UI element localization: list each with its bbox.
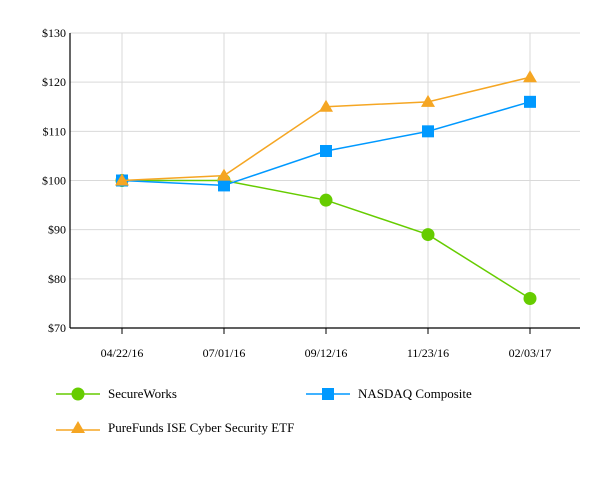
- legend-item-secureworks: SecureWorks: [56, 386, 177, 402]
- legend-label-nasdaq-composite: NASDAQ Composite: [358, 386, 472, 401]
- y-tick-label-100: $100: [42, 174, 66, 188]
- purefunds-ise-cyber-security-etf-point-0: [115, 173, 129, 186]
- nasdaq-composite-point-3: [422, 125, 434, 138]
- y-tick-label-120: $120: [42, 75, 66, 89]
- legend-label-secureworks: SecureWorks: [108, 386, 177, 401]
- nasdaq-composite-point-2: [320, 145, 332, 157]
- secureworks-legend-marker: [56, 387, 100, 401]
- y-tick-label-90: $90: [48, 223, 66, 237]
- x-tick-label-0: 04/22/16: [101, 346, 144, 360]
- y-tick-label-70: $70: [48, 321, 66, 335]
- x-tick-label-2: 09/12/16: [305, 346, 348, 360]
- axes: [69, 33, 580, 334]
- data-series: [115, 70, 537, 305]
- x-tick-label-4: 02/03/17: [509, 346, 552, 360]
- secureworks-point-2: [319, 193, 333, 207]
- legend-item-nasdaq-composite: NASDAQ Composite: [306, 386, 472, 402]
- nasdaq-composite-legend-marker: [306, 388, 350, 400]
- x-tick-label-3: 11/23/16: [407, 346, 449, 360]
- secureworks-point-3: [421, 228, 435, 242]
- y-tick-label-80: $80: [48, 272, 66, 286]
- legend-item-purefunds-ise-cyber-security-etf: PureFunds ISE Cyber Security ETF: [56, 420, 294, 436]
- x-axis-tick-labels: 04/22/16 07/01/16 09/12/16 11/23/16 02/03/17: [101, 346, 552, 360]
- purefunds-ise-cyber-security-etf-point-3: [421, 94, 435, 107]
- legend-label-purefunds-ise-cyber-security-etf: PureFunds ISE Cyber Security ETF: [108, 420, 295, 435]
- y-tick-label-130: $130: [42, 26, 66, 40]
- purefunds-ise-cyber-security-etf-point-4: [523, 70, 537, 83]
- nasdaq-composite-point-1: [218, 179, 230, 192]
- purefunds-ise-cyber-security-etf-point-1: [217, 168, 231, 181]
- purefunds-etf-legend-marker: [56, 421, 100, 433]
- x-tick-label-1: 07/01/16: [203, 346, 246, 360]
- y-tick-label-110: $110: [42, 124, 66, 138]
- purefunds-ise-cyber-security-etf-point-2: [319, 99, 333, 112]
- nasdaq-composite-point-4: [524, 95, 536, 108]
- secureworks-point-4: [523, 292, 537, 305]
- series-purefunds-ise-cyber-security-etf: [115, 70, 537, 186]
- y-axis-tick-labels: $70 $80 $90 $100 $110 $120 $130: [42, 26, 66, 335]
